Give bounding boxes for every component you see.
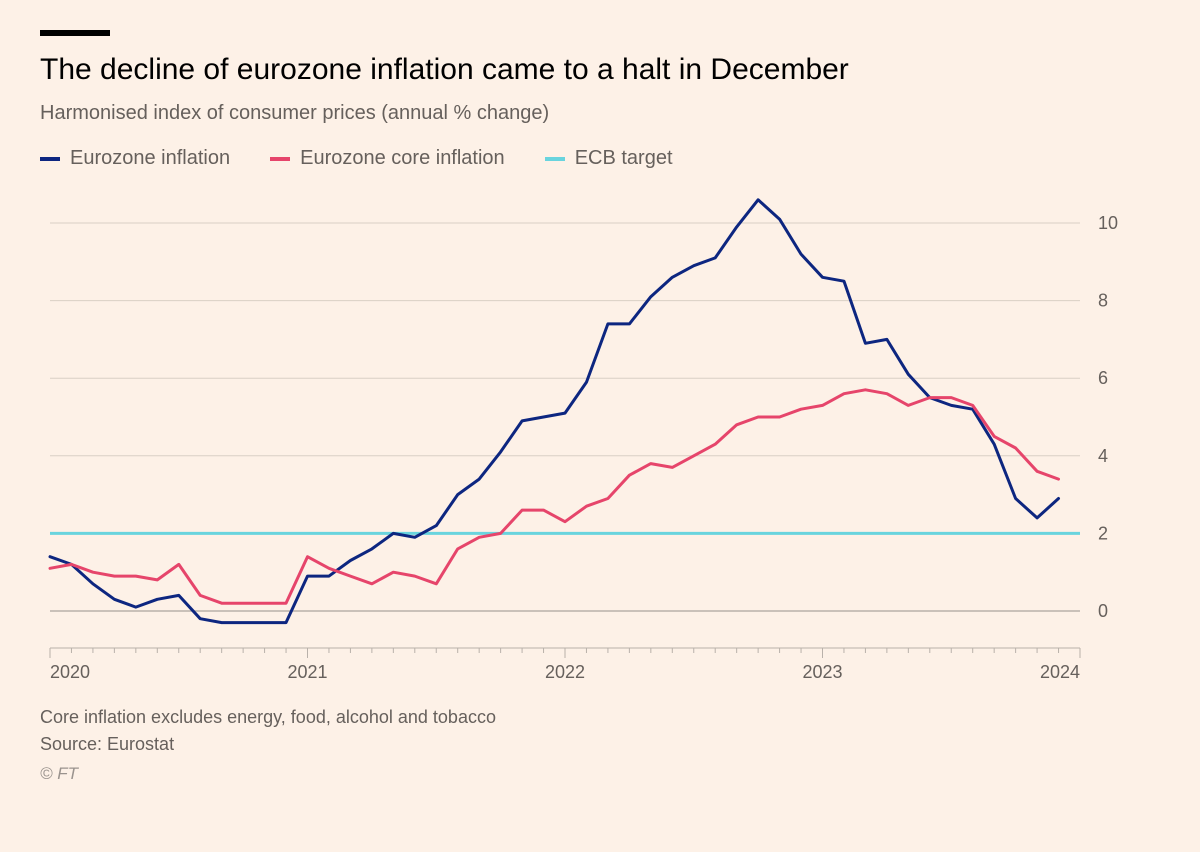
line-chart-svg: 0 2 4 6 8 10 2020 2021 2022 2023 2024 bbox=[40, 182, 1140, 682]
top-rule bbox=[40, 30, 110, 36]
legend-swatch bbox=[40, 157, 60, 161]
legend: Eurozone inflation Eurozone core inflati… bbox=[40, 147, 1160, 170]
series-eurozone_inflation bbox=[50, 200, 1059, 623]
chart-title: The decline of eurozone inflation came t… bbox=[40, 52, 1160, 88]
chart-footnote: Core inflation excludes energy, food, al… bbox=[40, 704, 1160, 758]
svg-text:2022: 2022 bbox=[545, 662, 585, 682]
svg-text:2023: 2023 bbox=[802, 662, 842, 682]
svg-text:10: 10 bbox=[1098, 213, 1118, 233]
footnote-line2: Source: Eurostat bbox=[40, 734, 174, 754]
legend-swatch bbox=[545, 157, 565, 161]
legend-label: Eurozone core inflation bbox=[300, 147, 505, 170]
svg-text:4: 4 bbox=[1098, 446, 1108, 466]
plot-area: 0 2 4 6 8 10 2020 2021 2022 2023 2024 bbox=[40, 182, 1140, 682]
svg-text:6: 6 bbox=[1098, 368, 1108, 388]
series-eurozone_core_inflation bbox=[50, 390, 1059, 603]
svg-text:2021: 2021 bbox=[287, 662, 327, 682]
legend-swatch bbox=[270, 157, 290, 161]
svg-text:2020: 2020 bbox=[50, 662, 90, 682]
legend-item-inflation: Eurozone inflation bbox=[40, 147, 230, 170]
legend-label: ECB target bbox=[575, 147, 673, 170]
legend-label: Eurozone inflation bbox=[70, 147, 230, 170]
legend-item-core: Eurozone core inflation bbox=[270, 147, 505, 170]
chart-credit: © FT bbox=[40, 764, 1160, 784]
svg-text:8: 8 bbox=[1098, 291, 1108, 311]
legend-item-target: ECB target bbox=[545, 147, 673, 170]
svg-text:2: 2 bbox=[1098, 523, 1108, 543]
svg-text:0: 0 bbox=[1098, 601, 1108, 621]
svg-text:2024: 2024 bbox=[1040, 662, 1080, 682]
chart-card: The decline of eurozone inflation came t… bbox=[0, 0, 1200, 852]
footnote-line1: Core inflation excludes energy, food, al… bbox=[40, 707, 496, 727]
chart-subtitle: Harmonised index of consumer prices (ann… bbox=[40, 102, 1160, 125]
